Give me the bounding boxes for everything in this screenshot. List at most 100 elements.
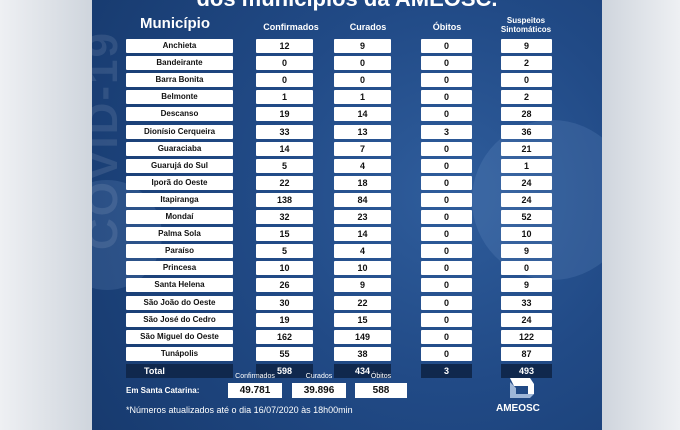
total-label: Total [126, 363, 233, 378]
total-suspeitos-cell: 493 [501, 363, 552, 378]
obitos-cell: 0 [421, 227, 472, 242]
municipio-cell: Barra Bonita [126, 73, 233, 88]
confirmados-cell: 1 [256, 90, 313, 105]
total-confirmados-cell: 598 [256, 363, 313, 378]
suspeitos-cell: 122 [501, 329, 552, 344]
obitos-cell: 0 [421, 346, 472, 361]
curados-cell: 0 [334, 73, 391, 88]
header-suspeitos: Suspeitos Sintomáticos [491, 16, 561, 34]
obitos-cell: 0 [421, 312, 472, 327]
obitos-cell: 3 [421, 124, 472, 139]
municipio-cell: Mondaí [126, 210, 233, 224]
suspeitos-cell: 1 [501, 158, 552, 173]
header-suspeitos-line1: Suspeitos [506, 16, 546, 25]
sc-curados-value: 39.896 [292, 383, 346, 398]
confirmados-cell: 55 [256, 346, 313, 361]
header-confirmados: Confirmados [263, 22, 319, 32]
obitos-cell: 0 [421, 107, 472, 122]
suspeitos-cell: 2 [501, 56, 552, 71]
curados-cell: 18 [334, 175, 391, 190]
confirmados-cell: 5 [256, 158, 313, 173]
confirmados-cell: 14 [256, 141, 313, 156]
left-background [0, 0, 92, 430]
suspeitos-cell: 2 [501, 90, 552, 105]
suspeitos-cell: 33 [501, 295, 552, 310]
suspeitos-cell: 24 [501, 312, 552, 327]
obitos-cell: 0 [421, 175, 472, 190]
right-background [602, 0, 680, 430]
curados-cell: 9 [334, 39, 391, 53]
curados-cell: 14 [334, 227, 391, 242]
confirmados-cell: 30 [256, 295, 313, 310]
municipio-cell: São José do Cedro [126, 312, 233, 327]
sc-confirmados-value: 49.781 [228, 383, 282, 398]
update-note: *Números atualizados até o dia 16/07/202… [126, 405, 353, 415]
curados-cell: 15 [334, 312, 391, 327]
curados-cell: 38 [334, 346, 391, 361]
sc-confirmados-caption: Confirmados [235, 373, 275, 380]
curados-cell: 84 [334, 192, 391, 207]
curados-cell: 23 [334, 210, 391, 224]
obitos-cell: 0 [421, 329, 472, 344]
obitos-cell: 0 [421, 192, 472, 207]
sc-obitos-value: 588 [355, 383, 407, 398]
municipio-cell: Anchieta [126, 39, 233, 53]
suspeitos-cell: 10 [501, 227, 552, 242]
curados-cell: 149 [334, 329, 391, 344]
obitos-cell: 0 [421, 295, 472, 310]
obitos-cell: 0 [421, 141, 472, 156]
header-obitos: Óbitos [432, 22, 462, 32]
ameosc-logo-text: AMEOSC [496, 403, 540, 414]
confirmados-cell: 10 [256, 261, 313, 276]
municipio-cell: Palma Sola [126, 227, 233, 242]
confirmados-cell: 12 [256, 39, 313, 53]
santa-catarina-label: Em Santa Catarina: [126, 386, 200, 395]
municipio-cell: Dionísio Cerqueira [126, 124, 233, 139]
municipio-cell: Santa Helena [126, 278, 233, 293]
suspeitos-cell: 52 [501, 210, 552, 224]
curados-cell: 9 [334, 278, 391, 293]
curados-cell: 22 [334, 295, 391, 310]
curados-cell: 1 [334, 90, 391, 105]
covid-bulletin-panel: COVID-19 dos municípios da AMEOSC. Munic… [92, 0, 602, 430]
confirmados-cell: 15 [256, 227, 313, 242]
confirmados-cell: 22 [256, 175, 313, 190]
suspeitos-cell: 9 [501, 244, 552, 259]
header-municipio: Município [140, 15, 210, 32]
suspeitos-cell: 0 [501, 73, 552, 88]
confirmados-cell: 32 [256, 210, 313, 224]
confirmados-cell: 33 [256, 124, 313, 139]
confirmados-cell: 19 [256, 107, 313, 122]
curados-cell: 7 [334, 141, 391, 156]
confirmados-cell: 5 [256, 244, 313, 259]
total-obitos-cell: 3 [421, 363, 472, 378]
covid-watermark: COVID-19 [92, 31, 127, 250]
curados-cell: 13 [334, 124, 391, 139]
sc-curados-caption: Curados [305, 373, 333, 380]
suspeitos-cell: 24 [501, 192, 552, 207]
suspeitos-cell: 21 [501, 141, 552, 156]
confirmados-cell: 0 [256, 73, 313, 88]
municipio-cell: Belmonte [126, 90, 233, 105]
municipio-cell: Princesa [126, 261, 233, 276]
obitos-cell: 0 [421, 278, 472, 293]
confirmados-cell: 19 [256, 312, 313, 327]
obitos-cell: 0 [421, 244, 472, 259]
total-curados-cell: 434 [334, 363, 391, 378]
municipio-cell: Paraíso [126, 244, 233, 259]
obitos-cell: 0 [421, 90, 472, 105]
obitos-cell: 0 [421, 39, 472, 53]
obitos-cell: 0 [421, 158, 472, 173]
curados-cell: 14 [334, 107, 391, 122]
page-title: dos municípios da AMEOSC. [92, 0, 602, 12]
suspeitos-cell: 24 [501, 175, 552, 190]
municipio-cell: Itapiranga [126, 192, 233, 207]
obitos-cell: 0 [421, 56, 472, 71]
confirmados-cell: 162 [256, 329, 313, 344]
curados-cell: 4 [334, 158, 391, 173]
suspeitos-cell: 9 [501, 278, 552, 293]
suspeitos-cell: 0 [501, 261, 552, 276]
ameosc-logo-icon [510, 378, 534, 398]
confirmados-cell: 26 [256, 278, 313, 293]
sc-obitos-caption: Óbitos [370, 373, 392, 380]
